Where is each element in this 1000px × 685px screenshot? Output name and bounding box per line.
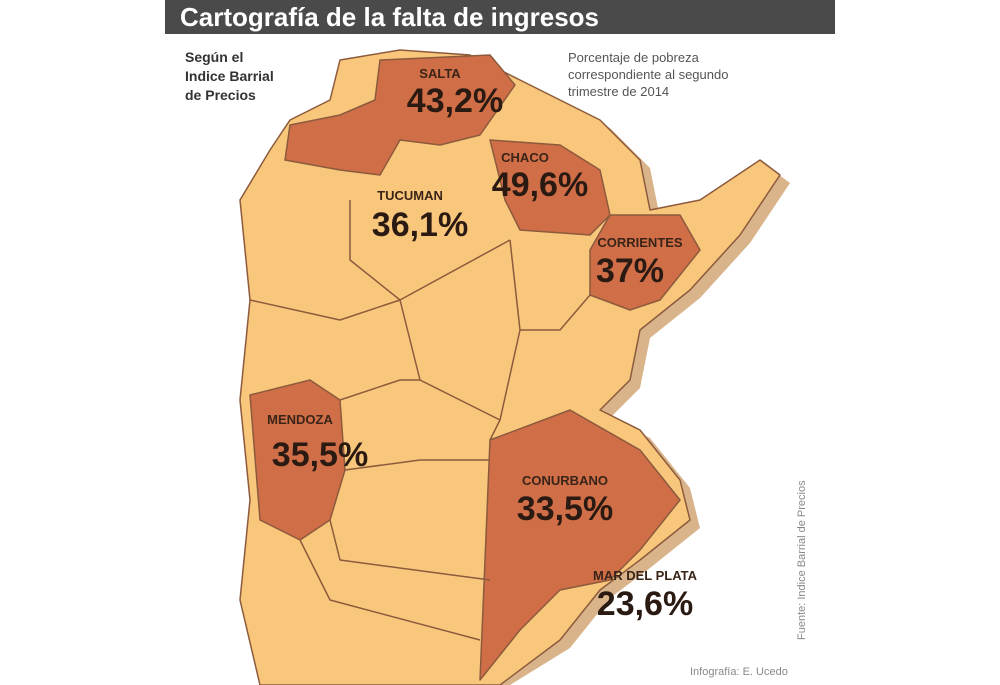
region-name: CHACO <box>501 150 549 165</box>
region-value: 49,6% <box>492 166 588 204</box>
region-name: MENDOZA <box>267 412 333 427</box>
region-value: 33,5% <box>517 490 613 528</box>
region-chaco <box>489 139 611 236</box>
note: Porcentaje de pobreza correspondiente al … <box>568 50 728 99</box>
map <box>239 49 790 685</box>
region-value: 37% <box>596 252 664 290</box>
region-name: SALTA <box>419 66 461 81</box>
region-mendoza <box>249 379 346 541</box>
region-name: CONURBANO <box>522 473 608 488</box>
region-value: 35,5% <box>272 436 368 474</box>
region-salta <box>284 54 516 176</box>
region-value: 23,6% <box>597 585 693 623</box>
region-conurbano <box>479 409 681 681</box>
region-corrientes <box>589 214 701 311</box>
region-value: 36,1% <box>372 206 468 244</box>
region-name: MAR DEL PLATA <box>593 568 698 583</box>
region-value: 43,2% <box>407 82 503 120</box>
source: Fuente: Indice Barrial de Precios <box>796 480 808 640</box>
region-name: TUCUMAN <box>377 188 443 203</box>
credit: Infografía: E. Ucedo <box>690 666 788 678</box>
province-borders <box>249 200 591 641</box>
subtitle: Según el Indice Barrial de Precios <box>185 49 274 103</box>
title-bar <box>165 0 835 34</box>
title: Cartografía de la falta de ingresos <box>180 2 599 32</box>
region-name: CORRIENTES <box>597 235 683 250</box>
